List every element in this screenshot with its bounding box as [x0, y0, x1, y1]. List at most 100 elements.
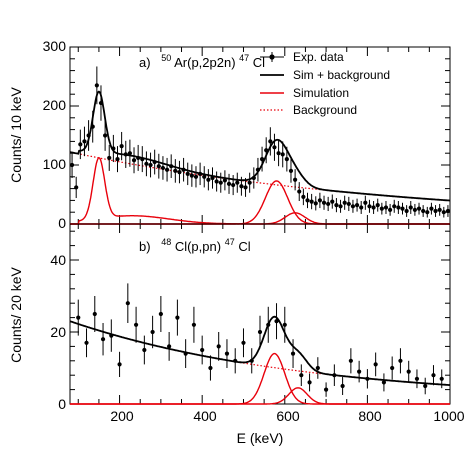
- data-marker: [429, 206, 434, 211]
- data-marker: [133, 322, 139, 327]
- panel-a-y-tick-label: 300: [43, 38, 67, 54]
- data-marker: [340, 383, 345, 389]
- data-marker: [224, 351, 230, 356]
- data-point: [268, 127, 273, 156]
- data-point: [84, 328, 89, 358]
- data-marker: [210, 175, 215, 181]
- data-marker: [371, 205, 376, 210]
- data-marker: [78, 142, 83, 147]
- panel-a-y-axis-label: Counts/ 10 keV: [8, 86, 24, 182]
- data-marker: [357, 369, 362, 374]
- background-curve: [69, 151, 451, 202]
- data-marker: [243, 185, 248, 190]
- data-point: [439, 369, 444, 389]
- data-point: [282, 306, 287, 343]
- panel-b-y-tick-label: 40: [50, 252, 66, 268]
- data-marker: [379, 206, 384, 211]
- legend-background-label: Background: [293, 103, 357, 117]
- data-marker: [74, 185, 79, 190]
- data-point: [231, 175, 236, 196]
- data-marker: [383, 205, 389, 210]
- data-point: [313, 196, 318, 211]
- data-point: [357, 360, 362, 383]
- data-point: [226, 173, 232, 194]
- data-marker: [272, 145, 277, 150]
- data-marker: [109, 333, 114, 338]
- data-marker: [404, 208, 409, 214]
- data-marker: [309, 199, 314, 204]
- panel-b-y-axis-label: Counts/ 20 keV: [8, 266, 24, 362]
- data-point: [367, 199, 372, 213]
- data-marker: [348, 358, 353, 363]
- data-point: [334, 198, 339, 213]
- data-marker: [235, 180, 240, 185]
- data-marker: [218, 180, 223, 185]
- data-point: [342, 195, 347, 210]
- data-point: [92, 296, 97, 332]
- data-marker: [406, 369, 411, 374]
- data-marker: [373, 362, 378, 367]
- data-marker: [299, 373, 304, 378]
- data-point: [348, 348, 353, 374]
- data-point: [173, 159, 178, 183]
- data-point: [191, 306, 197, 343]
- data-point: [202, 166, 207, 188]
- data-marker: [255, 167, 261, 172]
- data-marker: [125, 301, 130, 306]
- data-marker: [416, 206, 422, 211]
- data-point: [78, 129, 83, 160]
- data-point: [272, 133, 277, 161]
- data-point: [198, 162, 203, 186]
- data-marker: [282, 322, 287, 327]
- panel-b-product: Cl: [238, 239, 250, 254]
- data-marker: [86, 133, 91, 138]
- data-marker: [173, 168, 178, 173]
- data-point: [69, 152, 75, 178]
- data-point: [359, 200, 364, 214]
- panel-a-y-tick-label: 200: [43, 97, 67, 113]
- simulation-curve: [70, 212, 450, 225]
- data-marker: [290, 351, 296, 356]
- data-marker: [307, 380, 312, 385]
- data-marker: [423, 383, 428, 389]
- data-point: [119, 131, 124, 161]
- data-point: [156, 153, 161, 179]
- data-point: [107, 144, 112, 171]
- legend-sim-plus-background-label: Sim + background: [293, 68, 390, 82]
- data-marker: [396, 205, 401, 210]
- data-marker: [293, 177, 298, 182]
- data-marker: [214, 179, 219, 184]
- legend-simulation-label: Simulation: [293, 86, 349, 100]
- data-marker: [158, 311, 163, 317]
- data-point: [290, 339, 296, 368]
- panel-b-simulation-curves: [70, 352, 450, 405]
- data-point: [321, 195, 327, 210]
- data-point: [406, 360, 411, 383]
- data-point: [437, 203, 442, 216]
- data-point: [299, 364, 304, 386]
- data-marker: [439, 376, 444, 381]
- data-point: [323, 382, 329, 397]
- data-point: [257, 315, 263, 349]
- data-marker: [359, 205, 364, 210]
- data-point: [233, 348, 238, 374]
- data-marker: [241, 340, 246, 345]
- data-marker: [363, 200, 368, 205]
- data-point: [169, 154, 174, 178]
- panel-b-reaction: Cl(p,pn): [175, 239, 221, 254]
- data-marker: [332, 373, 337, 378]
- data-marker: [284, 157, 289, 162]
- data-marker: [222, 178, 227, 183]
- data-marker: [264, 148, 269, 153]
- data-point: [140, 146, 145, 173]
- data-marker: [392, 204, 397, 209]
- data-marker: [346, 201, 351, 207]
- data-point: [206, 169, 211, 191]
- data-marker: [98, 100, 104, 106]
- data-point: [379, 202, 384, 215]
- data-marker: [131, 158, 137, 163]
- data-point: [274, 303, 279, 340]
- data-marker: [127, 151, 132, 156]
- data-point: [86, 120, 91, 151]
